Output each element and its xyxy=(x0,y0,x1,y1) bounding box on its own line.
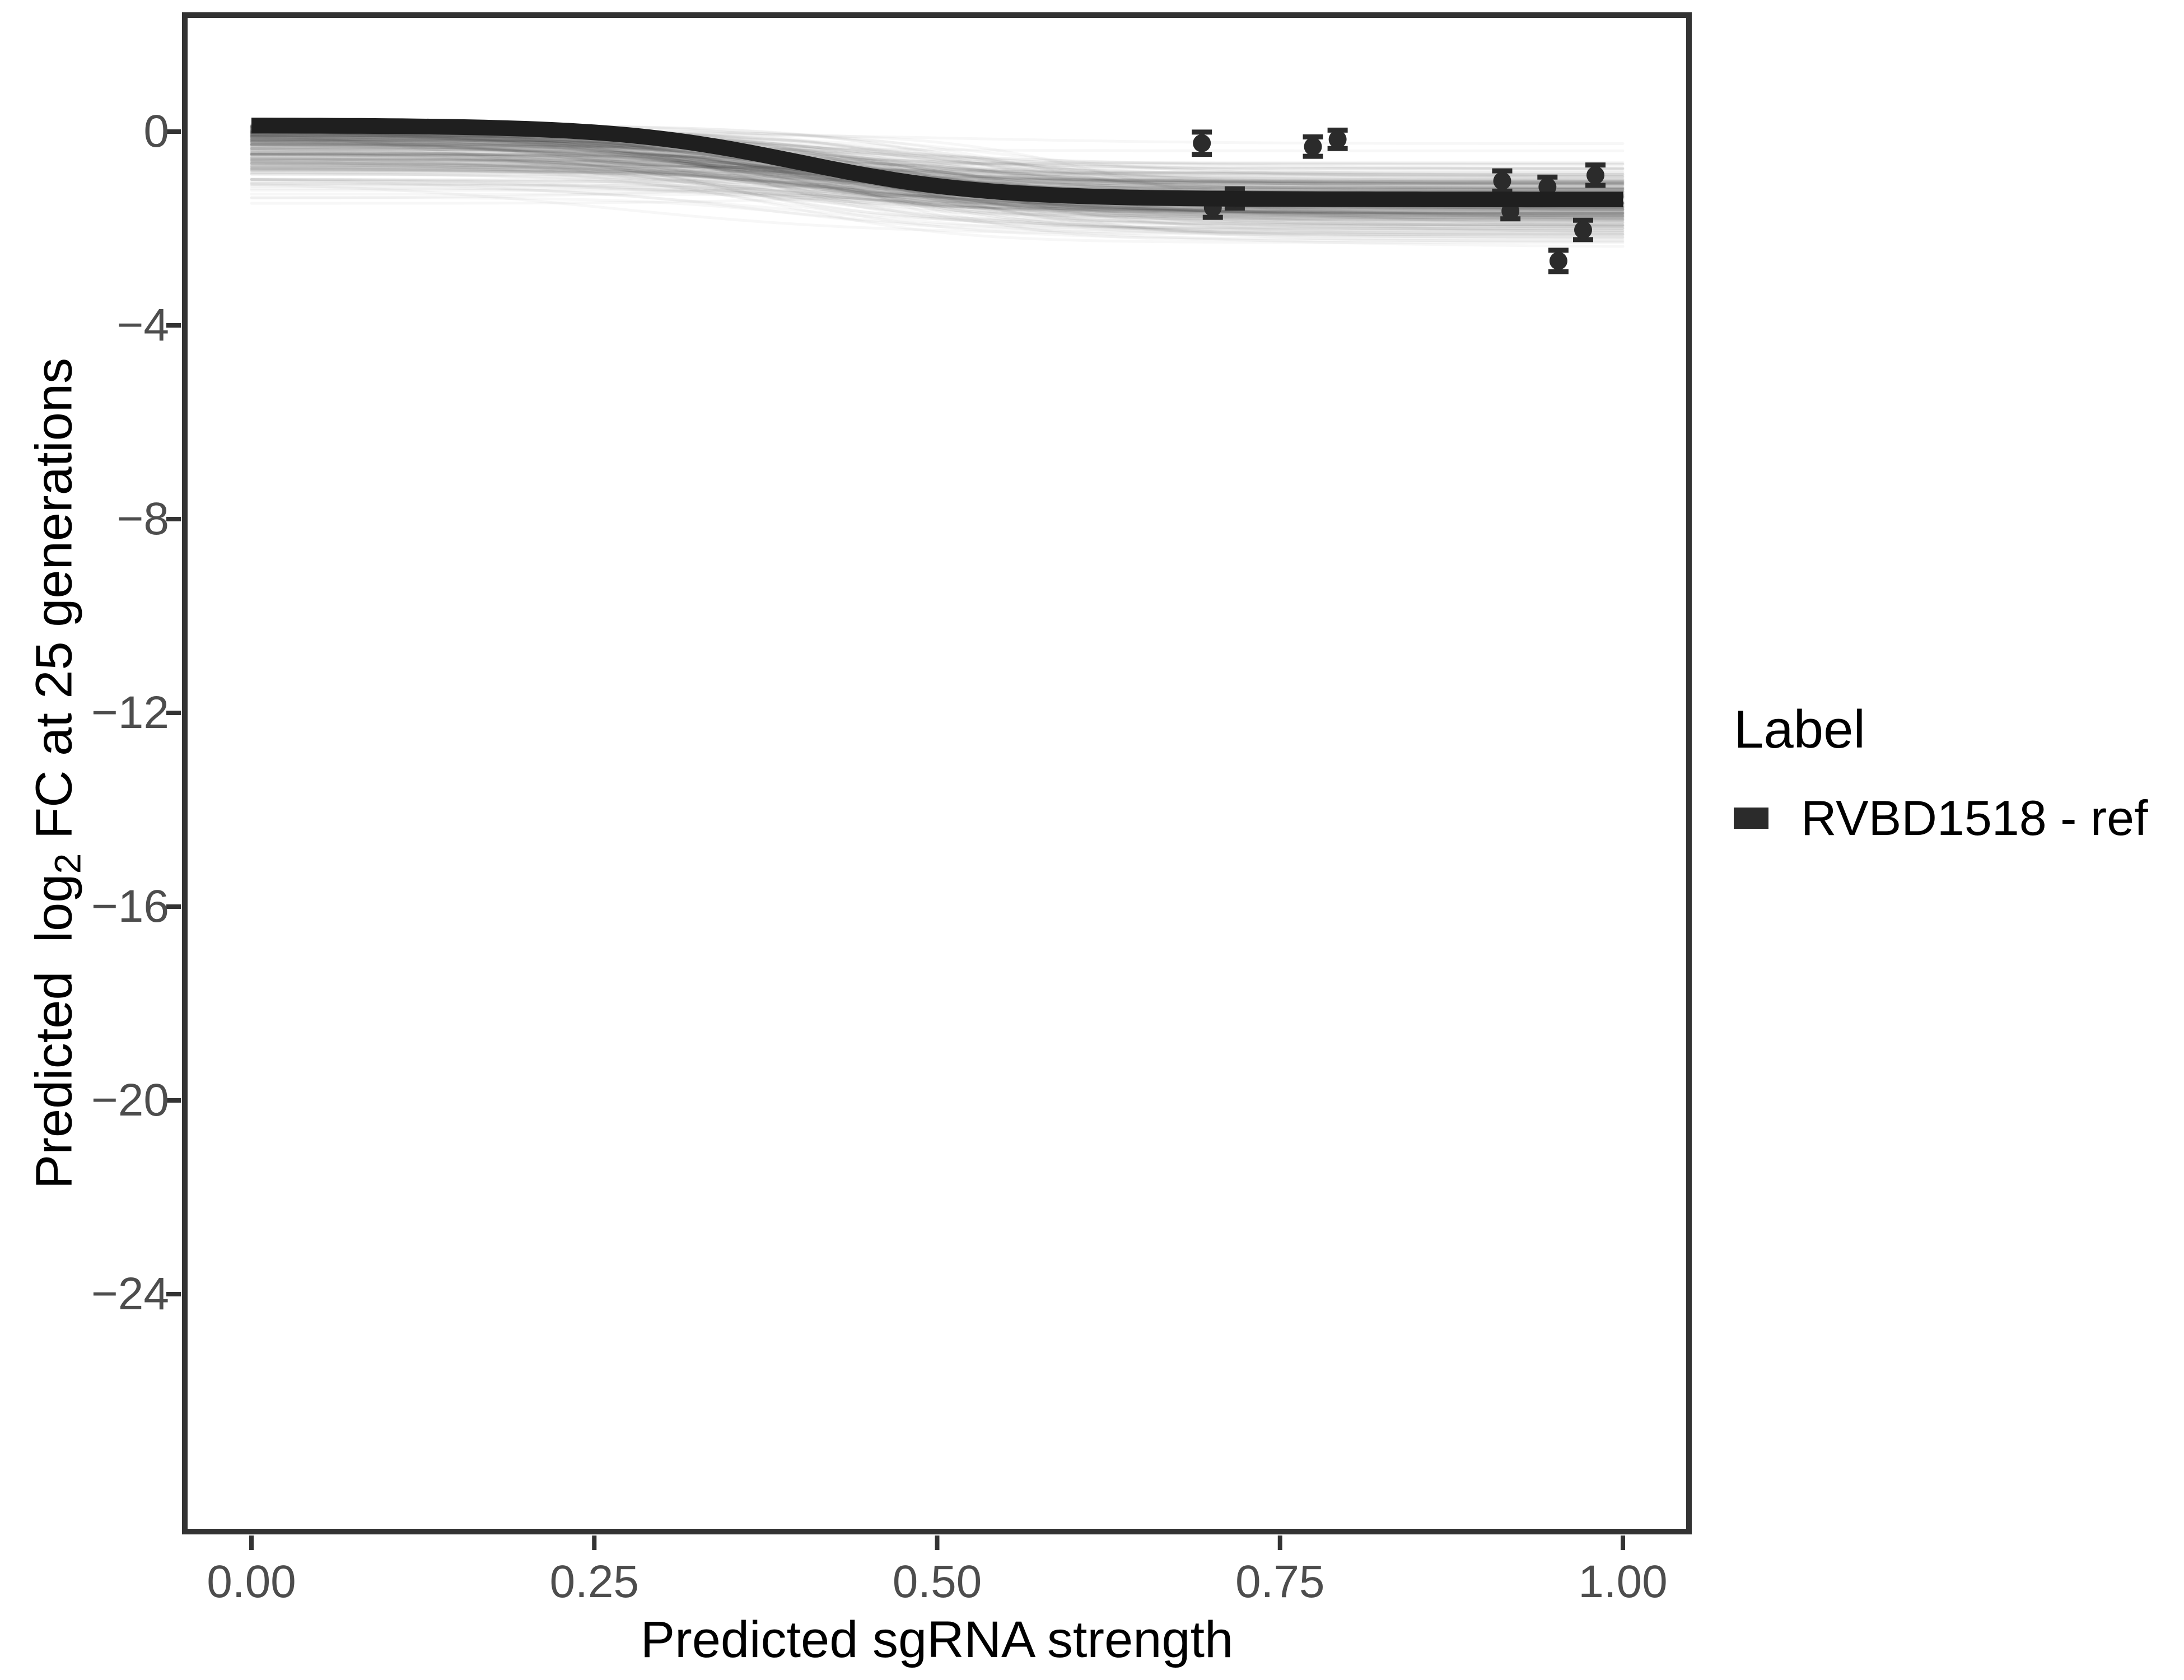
data-point-group xyxy=(1192,129,1212,157)
fit-line xyxy=(251,118,1623,208)
y-tick-label: −8 xyxy=(116,493,170,544)
legend-key-line xyxy=(1734,807,1768,829)
x-tick-label: 0.25 xyxy=(549,1556,640,1607)
y-tick-label: −12 xyxy=(91,687,169,738)
x-tick-label: 0.50 xyxy=(892,1556,982,1607)
x-tick-label: 0.00 xyxy=(207,1556,296,1607)
data-point xyxy=(1586,166,1605,184)
data-point-group xyxy=(1303,134,1323,159)
y-tick-label: −24 xyxy=(91,1268,169,1319)
data-point-group xyxy=(1327,127,1348,151)
data-point xyxy=(1538,178,1557,196)
data-point-group xyxy=(1548,248,1569,274)
axis-tick-marks xyxy=(166,129,1625,1550)
data-point xyxy=(1193,134,1211,152)
data-point-group xyxy=(1492,168,1513,194)
y-axis-title: Predicted log2 FC at 25 generations xyxy=(25,357,88,1189)
data-point-group xyxy=(1572,217,1593,242)
data-point xyxy=(1574,221,1592,239)
data-point-group xyxy=(1585,162,1606,188)
data-point xyxy=(1493,172,1511,190)
legend-item-label: RVBD1518 - ref xyxy=(1801,790,2148,846)
legend-item: RVBD1518 - ref xyxy=(1734,790,2148,846)
y-axis-title-post: FC at 25 generations xyxy=(25,357,83,853)
y-tick-label: −4 xyxy=(116,300,170,351)
legend: Label RVBD1518 - ref xyxy=(1734,699,2148,847)
data-point xyxy=(1328,130,1347,148)
y-tick-label: −16 xyxy=(91,881,169,932)
x-tick-label: 1.00 xyxy=(1578,1556,1668,1607)
panel-border xyxy=(182,12,1692,1534)
y-tick-label: −20 xyxy=(91,1075,169,1126)
legend-title: Label xyxy=(1734,699,1865,759)
y-axis-title-subscript: 2 xyxy=(47,853,89,874)
x-tick-label: 0.75 xyxy=(1235,1556,1325,1607)
y-axis-title-pre: Predicted log xyxy=(25,874,83,1189)
data-point xyxy=(1304,137,1322,156)
data-point xyxy=(1549,251,1567,270)
x-axis-title: Predicted sgRNA strength xyxy=(640,1611,1234,1668)
y-tick-label: 0 xyxy=(143,106,169,157)
